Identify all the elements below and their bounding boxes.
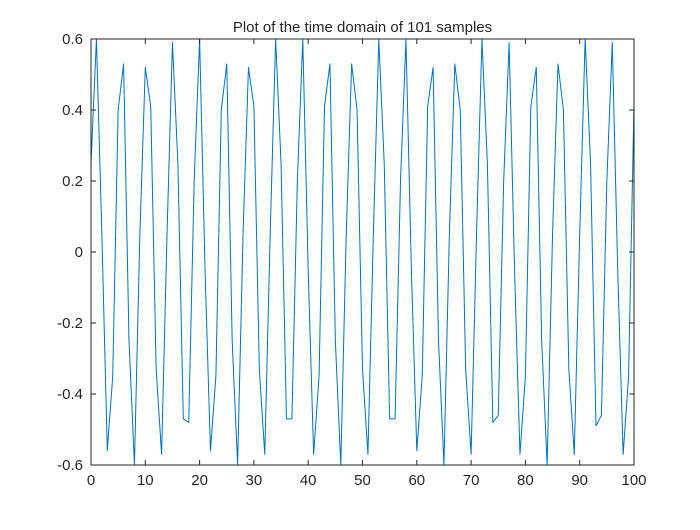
x-tick-label: 100 [621, 472, 646, 489]
y-tick-label: -0.6 [57, 457, 83, 474]
y-tick-label: 0.2 [62, 173, 83, 190]
series-line-0 [90, 38, 635, 466]
x-tick-label: 50 [354, 472, 371, 489]
x-tick-label: 0 [87, 472, 95, 489]
y-tick-label: -0.4 [57, 386, 83, 403]
x-tick-label: 80 [517, 472, 534, 489]
x-tick-label: 10 [137, 472, 154, 489]
plot-layer [90, 38, 635, 466]
y-tick-label: 0.4 [62, 102, 83, 119]
x-tick-label: 70 [463, 472, 480, 489]
x-tick-label: 60 [408, 472, 425, 489]
x-tick-label: 90 [571, 472, 588, 489]
y-tick-label: 0.6 [62, 31, 83, 48]
chart-title: Plot of the time domain of 101 samples [233, 19, 492, 36]
x-tick-label: 20 [191, 472, 208, 489]
x-tick-label: 40 [300, 472, 317, 489]
x-tick-label: 30 [246, 472, 263, 489]
y-tick-label: 0 [75, 244, 83, 261]
axes-layer: 0 10 20 30 40 50 60 70 80 90 100 -0.6 -0.4 -0.2 0 0.2 0.… [57, 31, 646, 489]
y-tick-label: -0.2 [57, 315, 83, 332]
